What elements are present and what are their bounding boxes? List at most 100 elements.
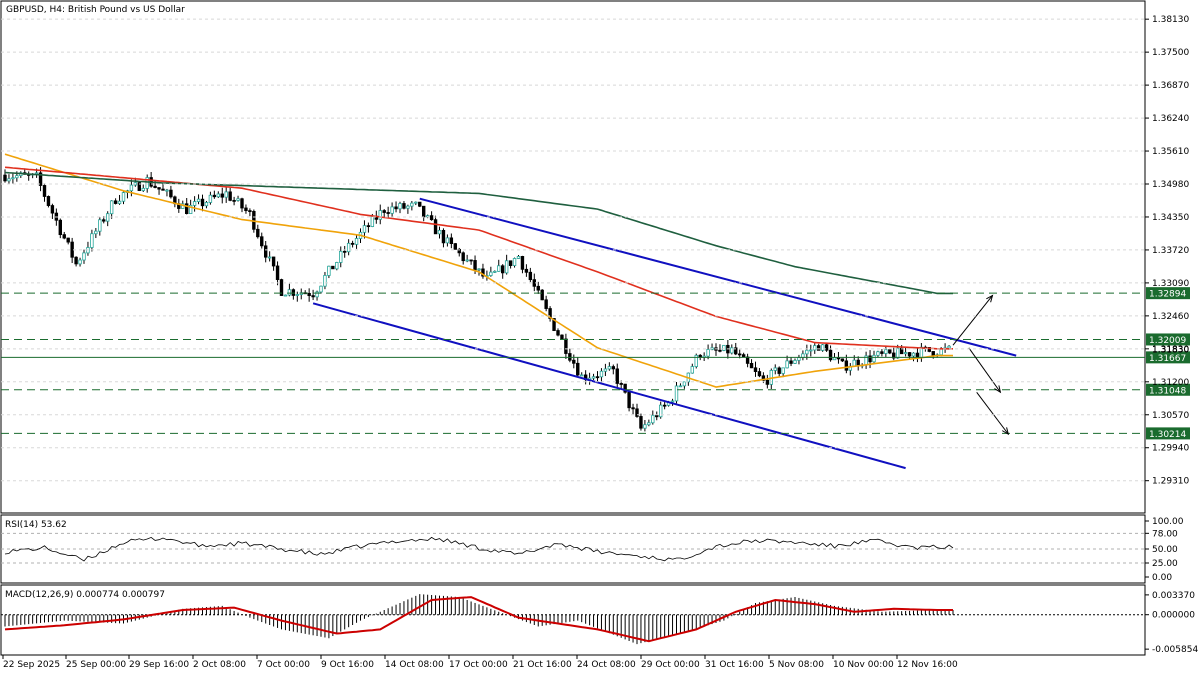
candle-bear [271,256,276,267]
candle-bear [74,256,78,265]
time-tick-label: 25 Sep 00:00 [66,660,126,670]
candle-bear [394,206,398,210]
time-tick-label: 31 Oct 16:00 [705,660,764,670]
candle-bear [58,219,62,236]
candle-bear [627,391,631,409]
candle-bull [647,422,651,426]
price-tick-label: 1.37500 [1152,48,1189,58]
macd-pane-frame [0,584,1146,656]
macd-title: MACD(12,26,9) 0.000774 0.000797 [5,590,165,600]
candle-bull [489,271,493,276]
candle-bear [611,366,615,370]
moving-averages-layer [4,153,953,388]
time-tick-label: 29 Sep 16:00 [129,660,189,670]
price-level-label: 1.32009 [1149,336,1186,346]
candle-bull [362,225,367,233]
candle-bear [50,205,55,214]
candle-bear [279,279,284,296]
candle-bull [267,256,272,259]
candle-bear [184,203,189,215]
candle-bear [212,194,217,198]
price-tick-label: 1.31830 [1152,345,1189,355]
candle-bear [42,185,47,197]
candle-bear [741,354,746,358]
candle-bull [327,265,331,276]
price-levels-layer: 1.32894 1.32009 1.31667 1.31048 1.30214 1.318… [1,287,1190,440]
macd-tick-label: -0.005854 [1152,645,1198,655]
price-tick-label: 1.36870 [1152,81,1189,91]
candle-bear [260,236,264,247]
projection-arrow-line [976,391,1009,435]
candle-bull [204,202,209,207]
price-tick-label: 1.30570 [1152,411,1189,421]
candle-bear [453,243,457,250]
candle-bull [603,368,608,372]
time-tick-label: 7 Oct 00:00 [257,660,310,670]
candle-bull [722,344,726,351]
candle-bear [892,352,896,359]
candle-bull [820,344,825,351]
candle-bear [291,289,296,296]
candle-bull [346,242,351,253]
candle-bull [78,259,82,265]
candle-bull [315,291,319,298]
macd-tick-label: 0.000000 [1152,611,1195,621]
price-level-label-bg [1146,351,1190,364]
candle-bear [623,383,627,393]
candle-bear [572,359,576,364]
candle-bear [342,250,347,253]
candle-bear [868,355,872,363]
candle-bear [777,367,781,374]
price-level-label-bg [1146,383,1190,396]
candle-bear [508,260,513,266]
candle-bear [828,349,833,361]
candle-bear [461,252,465,262]
candle-bear [718,349,722,352]
price-tick-label: 1.31200 [1152,378,1189,388]
macd-tick-label: 0.003370 [1152,591,1195,601]
projection-arrow-line [968,347,1001,393]
time-axis[interactable]: 22 Sep 2025 25 Sep 00:00 29 Sep 16:00 2 Oct… [2,655,958,670]
candle-bear [418,201,422,207]
time-tick-label: 21 Oct 16:00 [513,660,572,670]
candle-bull [445,237,450,244]
price-level-label-bg [1146,287,1190,300]
candle-bear [556,330,560,336]
candle-bear [662,404,667,407]
candle-bear [307,292,311,297]
price-tick-label: 1.29940 [1152,444,1189,454]
macd-signal-line [4,596,953,643]
price-tick-label: 1.33720 [1152,246,1189,256]
candle-bull [236,198,240,201]
candle-bull [145,177,149,189]
price-level-label-bg [1146,333,1190,346]
candle-bear [331,265,335,270]
candle-bear [548,308,552,319]
candle-bull [651,414,655,424]
rsi-tick-label: 100.00 [1152,517,1184,527]
candle-bull [690,366,694,374]
price-level-label: 1.32894 [1149,290,1186,300]
time-tick-label: 24 Oct 08:00 [577,660,636,670]
candle-bull [192,201,197,206]
candle-bull [813,345,817,351]
price-axis[interactable]: 1.38130 1.37500 1.36870 1.36240 1.35610 1.349… [1,15,1189,487]
candle-bull [599,370,604,378]
price-level-label: 1.31048 [1149,386,1186,396]
candle-bull [188,204,193,215]
candle-bear [275,265,280,280]
candle-bear [102,219,106,222]
candle-bull [773,367,777,371]
candle-bull [141,187,145,191]
candle-bull [512,258,517,266]
candle-bear [927,347,931,352]
chart-title: GBPUSD, H4: British Pound vs US Dollar [6,5,185,15]
candle-bear [200,198,205,207]
candle-bull [876,351,880,356]
candle-bull [670,400,675,403]
price-tick-label: 1.36240 [1152,114,1189,124]
candle-bull [730,347,734,354]
candle-bull [903,352,908,355]
